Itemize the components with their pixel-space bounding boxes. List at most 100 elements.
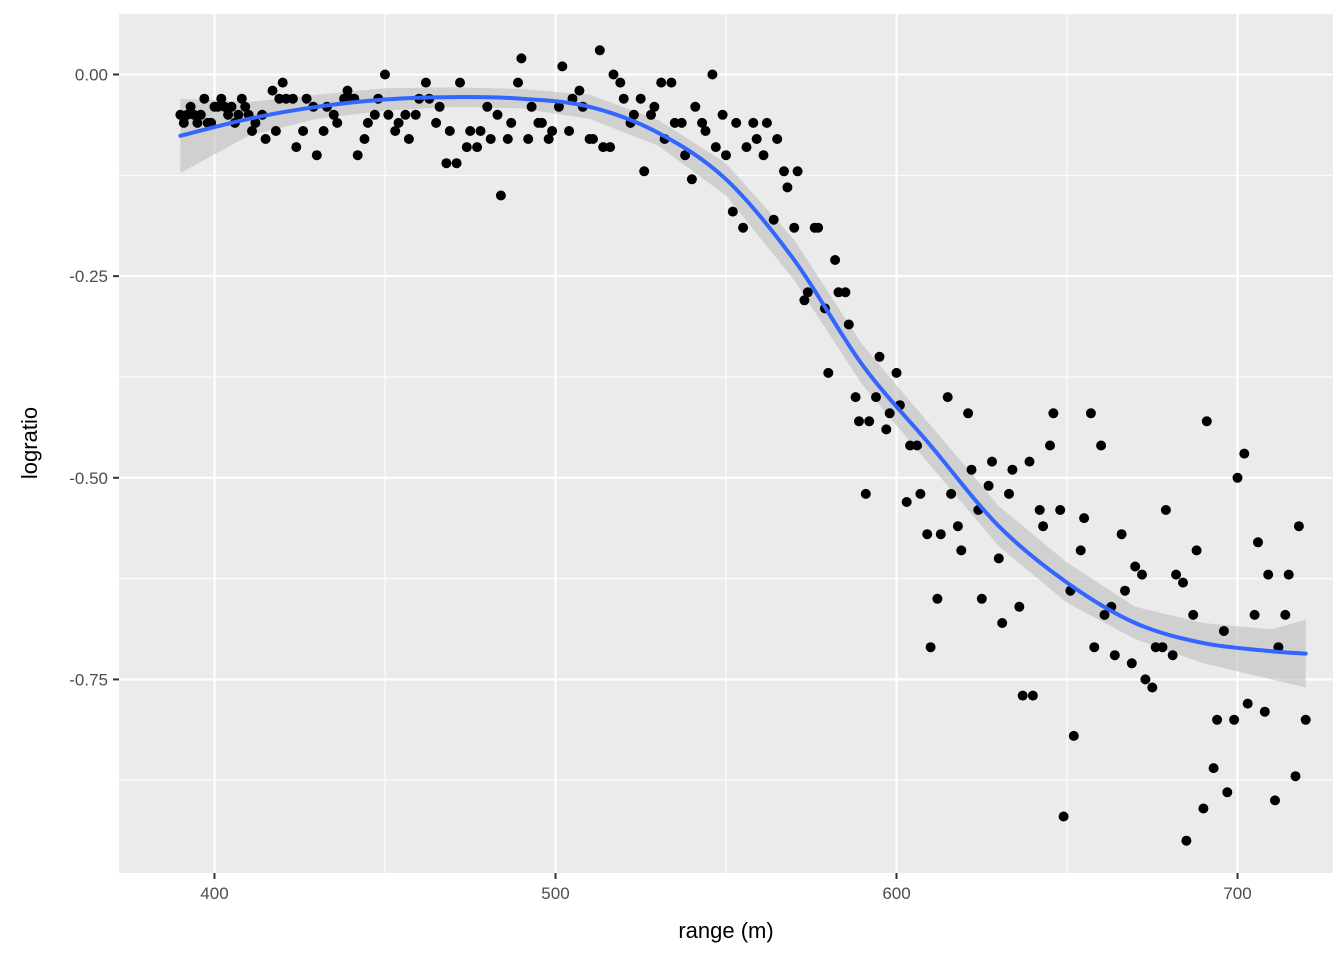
data-point (441, 158, 452, 169)
data-point (1085, 408, 1096, 419)
data-points (175, 45, 1311, 846)
data-point (233, 109, 244, 120)
data-point (332, 117, 343, 128)
data-point (192, 117, 203, 128)
y-tick-label: -0.50 (69, 469, 108, 488)
data-point (431, 117, 442, 128)
data-point (1293, 521, 1304, 532)
data-point (461, 142, 472, 153)
data-point (1198, 803, 1209, 814)
data-point (1239, 448, 1250, 459)
data-point (963, 408, 974, 419)
data-point (1089, 642, 1100, 653)
data-point (1126, 658, 1137, 669)
data-point (465, 126, 476, 136)
data-point (1201, 416, 1212, 427)
data-point (1099, 609, 1110, 620)
y-axis-title: logratio (17, 407, 42, 479)
data-point (761, 117, 772, 128)
data-point (1242, 698, 1253, 709)
data-point (748, 117, 759, 128)
data-point (983, 480, 994, 491)
minor-gridlines (119, 14, 1333, 873)
data-point (410, 109, 421, 120)
data-point (393, 117, 404, 128)
data-point (516, 53, 527, 64)
data-point (1147, 682, 1158, 693)
confidence-ribbon (180, 87, 1306, 688)
data-point (1140, 674, 1151, 685)
data-point (690, 101, 701, 112)
data-point (359, 134, 370, 144)
data-point (1283, 569, 1294, 580)
data-point (226, 101, 237, 112)
data-point (199, 93, 210, 104)
data-point (912, 440, 922, 451)
data-point (1048, 408, 1059, 419)
data-point (1137, 569, 1147, 580)
data-point (1004, 488, 1014, 499)
data-point (782, 182, 793, 193)
data-point (707, 69, 718, 80)
data-point (680, 150, 691, 161)
data-point (475, 126, 486, 136)
data-point (588, 134, 598, 144)
data-point (185, 101, 196, 112)
data-point (400, 109, 411, 120)
data-point (492, 109, 503, 120)
data-point (287, 93, 298, 104)
data-point (553, 101, 564, 112)
data-point (380, 69, 390, 80)
data-point (649, 101, 660, 112)
data-point (260, 134, 271, 144)
data-point (935, 529, 946, 540)
data-point (1263, 569, 1274, 580)
data-point (301, 93, 312, 104)
data-point (721, 150, 731, 161)
data-point (615, 77, 626, 88)
data-point (1027, 690, 1038, 701)
smooth-curve (178, 95, 1308, 656)
data-point (195, 109, 206, 120)
data-point (628, 109, 639, 120)
data-point (444, 126, 455, 136)
data-point (1191, 545, 1202, 556)
data-point (216, 93, 227, 104)
data-point (1270, 795, 1280, 806)
data-point (1096, 440, 1107, 451)
data-point (669, 117, 680, 128)
data-point (891, 367, 902, 378)
data-point (236, 93, 247, 104)
data-point (526, 101, 537, 112)
data-point (1232, 472, 1243, 483)
data-point (854, 416, 864, 427)
data-point (495, 190, 506, 201)
data-point (506, 117, 517, 128)
x-tick-label: 600 (882, 884, 910, 903)
data-point (946, 488, 957, 499)
data-point (1068, 730, 1079, 741)
data-point (1079, 513, 1090, 524)
data-point (860, 488, 871, 499)
data-point (547, 126, 558, 136)
data-point (1167, 650, 1178, 661)
data-point (646, 109, 656, 120)
data-point (823, 367, 834, 378)
data-point (277, 77, 288, 88)
data-point (871, 392, 881, 403)
data-point (403, 134, 414, 144)
data-point (250, 117, 261, 128)
data-point (1212, 714, 1223, 725)
data-point (564, 126, 575, 136)
data-point (686, 174, 697, 185)
data-point (840, 287, 851, 298)
data-point (741, 142, 752, 153)
data-point (881, 424, 892, 435)
data-point (779, 166, 789, 177)
data-point (758, 150, 769, 161)
data-point (267, 85, 278, 96)
data-point (523, 134, 534, 144)
data-point (420, 77, 431, 88)
data-point (717, 109, 728, 120)
